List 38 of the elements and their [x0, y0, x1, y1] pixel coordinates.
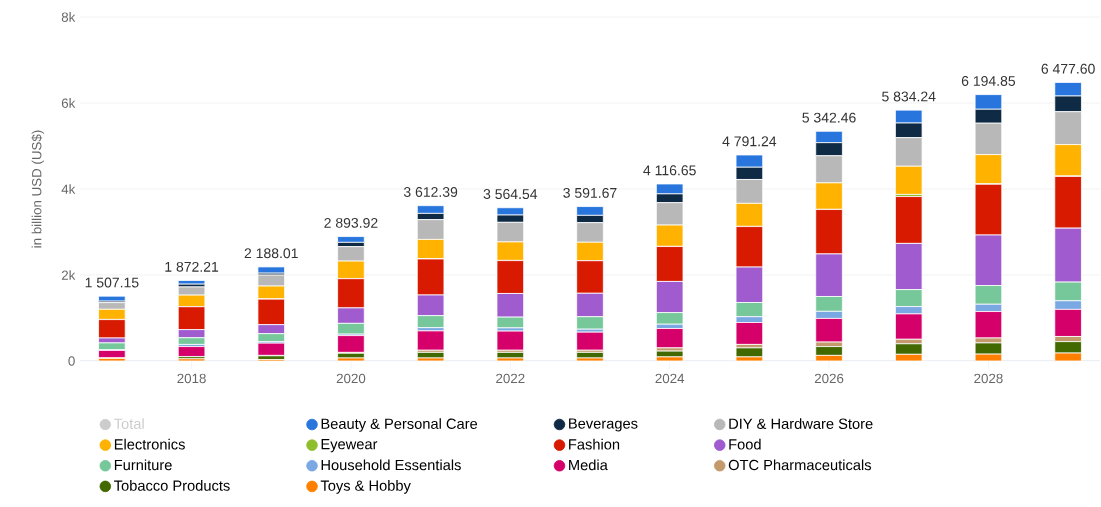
legend-label: Toys & Hobby	[320, 480, 411, 494]
total-label: 3 564.54	[483, 189, 538, 200]
legend-label: OTC Pharmaceuticals	[728, 459, 872, 471]
x-tick-label: 2028	[974, 373, 1003, 384]
y-tick-label: 2k	[61, 270, 76, 280]
x-tick-label: 2018	[177, 373, 206, 384]
x-tick-label: 2022	[496, 373, 525, 384]
y-tick-label: 8k	[61, 12, 76, 22]
legend-label: Fashion	[569, 438, 620, 450]
total-label: 2 893.92	[324, 217, 378, 228]
x-tick-label: 2026	[814, 373, 844, 384]
legend-label: DIY & Hardware Store	[729, 418, 873, 429]
legend-label: Eyewear	[321, 439, 378, 453]
x-tick-label: 2020	[336, 373, 366, 384]
legend-label: Household Essentials	[321, 459, 461, 471]
total-label: 2 188.01	[244, 248, 298, 259]
total-label: 1 507.15	[85, 277, 139, 288]
legend-label: Beverages	[569, 418, 638, 432]
total-label: 5 834.24	[882, 91, 936, 102]
y-tick-label: 4k	[61, 184, 76, 194]
total-label: 3 612.39	[403, 187, 458, 197]
legend-label: Tobacco Products	[114, 480, 230, 491]
total-label: 4 791.24	[722, 136, 777, 147]
y-axis-title: in billion USD (US$)	[31, 130, 45, 248]
x-tick-label: 2024	[655, 373, 685, 384]
legend-label: Food	[729, 438, 761, 450]
total-label: 6 477.60	[1041, 63, 1095, 74]
total-label: 4 116.65	[643, 165, 696, 176]
legend-label: Media	[569, 459, 608, 471]
total-label: 6 194.85	[961, 76, 1016, 86]
y-tick-label: 6k	[61, 98, 76, 108]
y-tick-label: 0	[68, 356, 75, 366]
legend-label: Furniture	[114, 459, 172, 471]
total-label: 5 342.46	[802, 112, 856, 123]
legend-label: Beauty & Personal Care	[321, 418, 478, 432]
total-label: 3 591.67	[563, 187, 617, 198]
total-label: 1 872.21	[165, 261, 219, 272]
legend-label: Electronics	[114, 438, 185, 450]
